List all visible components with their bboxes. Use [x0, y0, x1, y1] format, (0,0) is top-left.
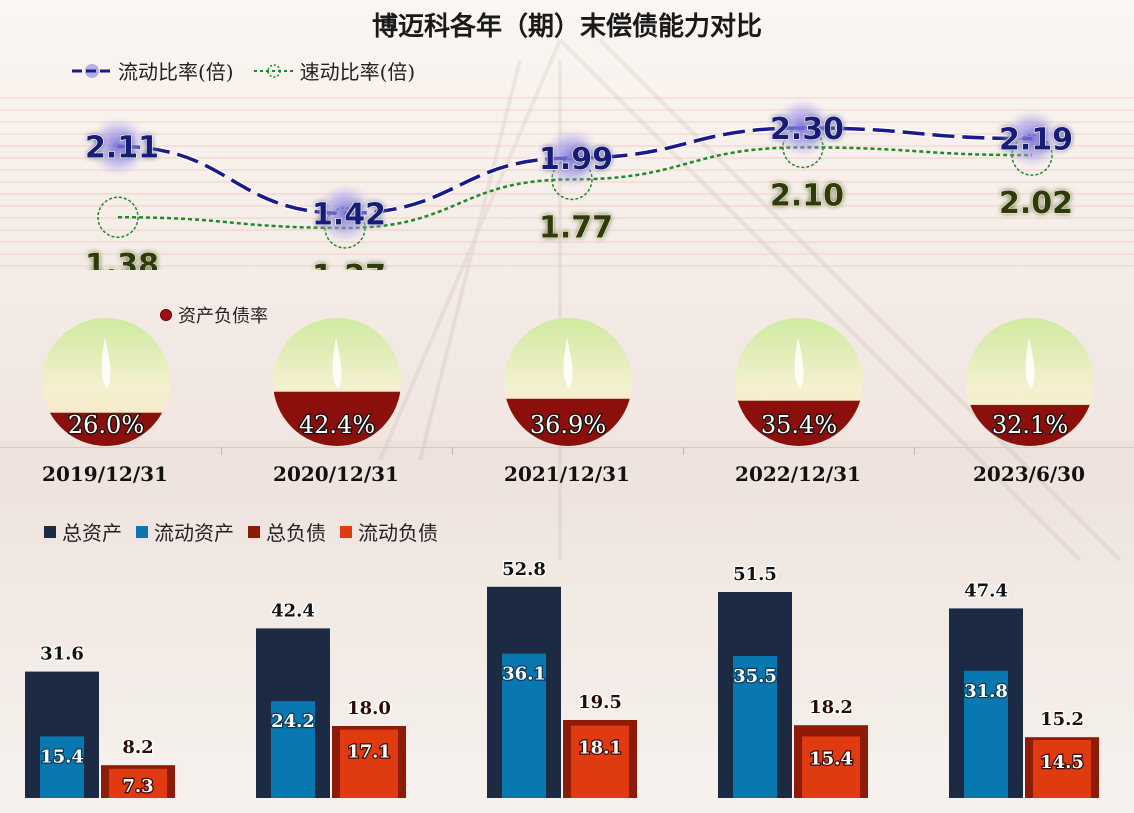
quick-ratio-label: 2.10: [770, 178, 844, 213]
current-ratio-label: 1.99: [539, 142, 613, 177]
current-ratio-label: 2.19: [999, 123, 1073, 158]
gauge-value-label: 32.1%: [992, 411, 1068, 439]
bar-current-liabilities: [571, 725, 629, 798]
legend-total-liabilities-swatch: [248, 525, 260, 538]
axis-tick: [914, 447, 915, 455]
ratio-line-chart: 2.11 1.42 1.99 2.30 2.19 1.38 1.27 1.77 2.10 2.02: [84, 98, 1074, 270]
bar-current-assets: [502, 653, 546, 798]
gauge-value-label: 36.9%: [530, 411, 606, 439]
label-current-liabilities: 14.5: [1040, 752, 1084, 773]
legend-current-liabilities-label: 流动负债: [358, 521, 438, 545]
gauge-highlight: [1025, 337, 1035, 389]
quick-ratio-line: [117, 146, 1033, 230]
quick-ratio-label: 1.27: [312, 259, 386, 270]
date-label-2020: 2020/12/31: [273, 462, 399, 486]
quick-ratio-label: 1.77: [539, 210, 613, 245]
current-ratio-label: 2.11: [85, 130, 159, 165]
date-label-2019: 2019/12/31: [42, 462, 168, 486]
legend-current-assets: 流动资产: [136, 517, 234, 546]
label-total-assets: 52.8: [502, 559, 546, 580]
bar-current-assets: [964, 670, 1008, 798]
gauge-value-label: 42.4%: [299, 411, 375, 439]
date-label-2021: 2021/12/31: [504, 462, 630, 486]
gauge-highlight: [794, 337, 804, 389]
bar-current-liabilities: [109, 768, 167, 798]
bar-current-assets: [733, 656, 777, 798]
debt-ratio-gauge: 42.4%: [273, 318, 401, 446]
legend-current-ratio-icon: [72, 63, 112, 78]
label-total-assets: 47.4: [964, 580, 1008, 601]
label-total-liabilities: 8.2: [122, 737, 153, 758]
label-current-liabilities: 17.1: [347, 742, 391, 763]
bar-current-liabilities: [802, 736, 860, 798]
current-ratio-line: [117, 126, 1033, 216]
gauge-highlight: [563, 337, 573, 389]
label-current-assets: 24.2: [271, 711, 315, 732]
axis-tick: [221, 447, 222, 455]
label-total-liabilities: 18.2: [809, 697, 853, 718]
current-ratio-label: 1.42: [312, 197, 386, 232]
gauge-highlight: [332, 337, 342, 389]
debt-ratio-legend: 资产负债率: [160, 302, 268, 328]
date-label-2023: 2023/6/30: [972, 462, 1086, 486]
debt-ratio-gauge: 26.0%: [42, 318, 170, 446]
date-label-2022: 2022/12/31: [735, 462, 861, 486]
label-total-assets: 42.4: [271, 600, 315, 621]
legend-current-assets-label: 流动资产: [154, 521, 234, 545]
bar-current-liabilities: [340, 729, 398, 798]
legend-quick-ratio-icon: [253, 63, 294, 78]
label-current-assets: 15.4: [40, 746, 84, 767]
line-legend: 流动比率(倍) 速动比率(倍): [70, 56, 433, 85]
bar-legend: 总资产 流动资产 总负债 流动负债: [44, 517, 452, 546]
chart-title: 博迈科各年（期）末偿债能力对比: [371, 12, 762, 42]
gauge-value-label: 35.4%: [761, 411, 837, 439]
legend-total-assets-label: 总资产: [62, 521, 122, 545]
legend-current-ratio-label: 流动比率(倍): [118, 60, 234, 84]
label-total-liabilities: 15.2: [1040, 709, 1084, 730]
legend-current-liabilities-swatch: [340, 525, 352, 538]
label-current-assets: 35.5: [733, 666, 777, 687]
current-ratio-point: [88, 116, 148, 177]
legend-quick-ratio-label: 速动比率(倍): [299, 60, 416, 84]
debt-ratio-gauge: 36.9%: [504, 318, 632, 446]
bar-current-liabilities: [1033, 740, 1091, 798]
legend-current-assets-swatch: [136, 525, 148, 538]
debt-ratio-gauge: 32.1%: [966, 318, 1094, 446]
axis-tick: [683, 447, 684, 455]
quick-ratio-point: [97, 196, 139, 238]
gauge-value-label: 26.0%: [68, 411, 144, 439]
axis-tick: [452, 447, 453, 455]
label-current-liabilities: 18.1: [578, 738, 622, 759]
current-ratio-point: [542, 128, 602, 189]
legend-total-assets-swatch: [44, 525, 56, 538]
label-total-liabilities: 18.0: [347, 698, 391, 719]
legend-quick-ratio: 速动比率(倍): [252, 56, 416, 85]
debt-ratio-gauge: 35.4%: [735, 318, 863, 446]
legend-total-liabilities: 总负债: [248, 517, 326, 546]
asset-liability-bar-chart: 31.6 15.4 8.2 7.3 42.4 24.2 18.0 17.1 52.8 36.1 19…: [25, 558, 1099, 798]
label-total-assets: 31.6: [40, 644, 84, 665]
axis-separator: [0, 447, 1134, 448]
current-ratio-point: [773, 98, 833, 158]
label-current-liabilities: 15.4: [809, 748, 853, 769]
legend-total-assets: 总资产: [44, 517, 122, 546]
current-ratio-point: [1002, 108, 1062, 169]
label-current-assets: 36.1: [502, 664, 546, 685]
quick-ratio-label: 2.02: [999, 186, 1073, 221]
current-ratio-point: [315, 183, 375, 244]
debt-ratio-legend-dot: [160, 309, 172, 321]
legend-current-liabilities: 流动负债: [340, 517, 438, 546]
label-total-assets: 51.5: [733, 564, 777, 585]
legend-current-ratio: 流动比率(倍): [70, 56, 234, 85]
label-current-assets: 31.8: [964, 681, 1008, 702]
legend-total-liabilities-label: 总负债: [266, 521, 326, 545]
quick-ratio-label: 1.38: [85, 248, 159, 270]
gauge-highlight: [101, 337, 111, 389]
current-ratio-label: 2.30: [770, 112, 844, 147]
label-total-liabilities: 19.5: [578, 692, 622, 713]
debt-ratio-legend-label: 资产负债率: [178, 306, 268, 327]
bar-current-assets: [40, 736, 84, 798]
bar-current-assets: [271, 701, 315, 798]
label-current-liabilities: 7.3: [122, 776, 153, 797]
